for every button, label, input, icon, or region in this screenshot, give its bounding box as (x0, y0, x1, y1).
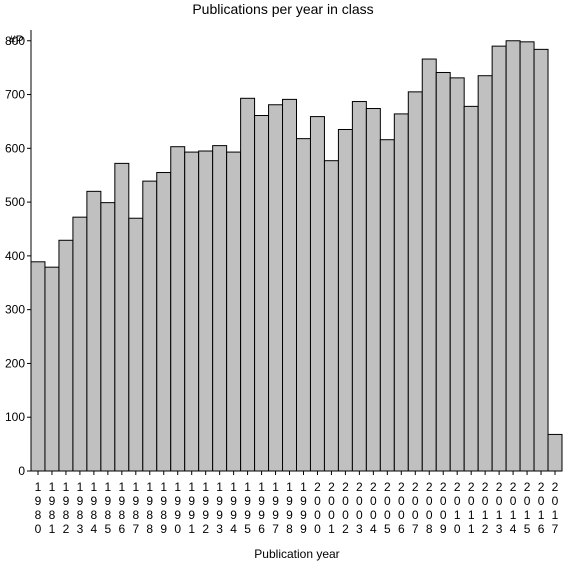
y-tick-label: 600 (5, 141, 25, 155)
y-tick-label: 700 (5, 88, 25, 102)
y-axis: 0 100 200 300 400 500 600 700 800 (5, 30, 32, 478)
bar-2007 (407, 91, 423, 472)
bar-2001 (323, 160, 339, 472)
bar-1996 (254, 115, 270, 472)
bar-2009 (435, 71, 451, 472)
y-tick-label: 300 (5, 303, 25, 317)
bar-1989 (156, 172, 172, 472)
bar-2016 (533, 48, 549, 472)
bar-1995 (240, 97, 256, 472)
bar-1994 (226, 151, 242, 472)
bar-1997 (268, 104, 284, 472)
y-tick-label: 0 (18, 464, 25, 478)
bar-1983 (72, 216, 88, 472)
bar-2005 (379, 139, 395, 472)
x-axis-label: Publication year (254, 547, 339, 561)
bar-2010 (449, 77, 465, 472)
bar-2004 (365, 108, 381, 472)
bar-1993 (212, 145, 228, 472)
bar-2003 (351, 101, 367, 472)
bar-1992 (198, 150, 214, 472)
bar-2006 (393, 113, 409, 472)
bar-2000 (309, 116, 325, 472)
bar-1984 (86, 190, 102, 472)
bar-2014 (505, 40, 521, 472)
bar-1990 (170, 146, 186, 472)
y-axis-label: #P (9, 33, 24, 47)
bar-1998 (282, 98, 297, 472)
bar-1986 (114, 162, 130, 472)
bar-2015 (519, 41, 535, 472)
y-tick-label: 200 (5, 356, 25, 370)
bar-1985 (100, 202, 116, 472)
bar-1987 (128, 217, 144, 472)
bar-2008 (421, 58, 437, 472)
bar-1991 (184, 151, 200, 472)
bar-2017 (547, 433, 563, 472)
chart-title: Publications per year in class (192, 1, 373, 17)
y-tick-label: 800 (5, 34, 25, 48)
bar-1980 (30, 261, 46, 472)
bar-1982 (58, 239, 74, 472)
bar-1981 (44, 266, 60, 472)
bars-group (30, 40, 563, 472)
bar-1988 (142, 180, 158, 472)
bar-2002 (337, 128, 353, 472)
bar-1999 (296, 138, 311, 472)
y-tick-label: 400 (5, 249, 25, 263)
x-axis: 1 9 8 0 1 9 8 1 1 9 8 2 1 9 8 3 1 9 8 4 1 9 8 5 1 9 8 6 1 9 8 7 1 9 8 8 1 9 8 9… (31, 470, 562, 536)
bar-2011 (463, 105, 479, 472)
y-tick-label: 100 (5, 410, 25, 424)
y-tick-label: 500 (5, 195, 25, 209)
bar-2013 (491, 45, 507, 472)
bar-2012 (477, 75, 493, 472)
